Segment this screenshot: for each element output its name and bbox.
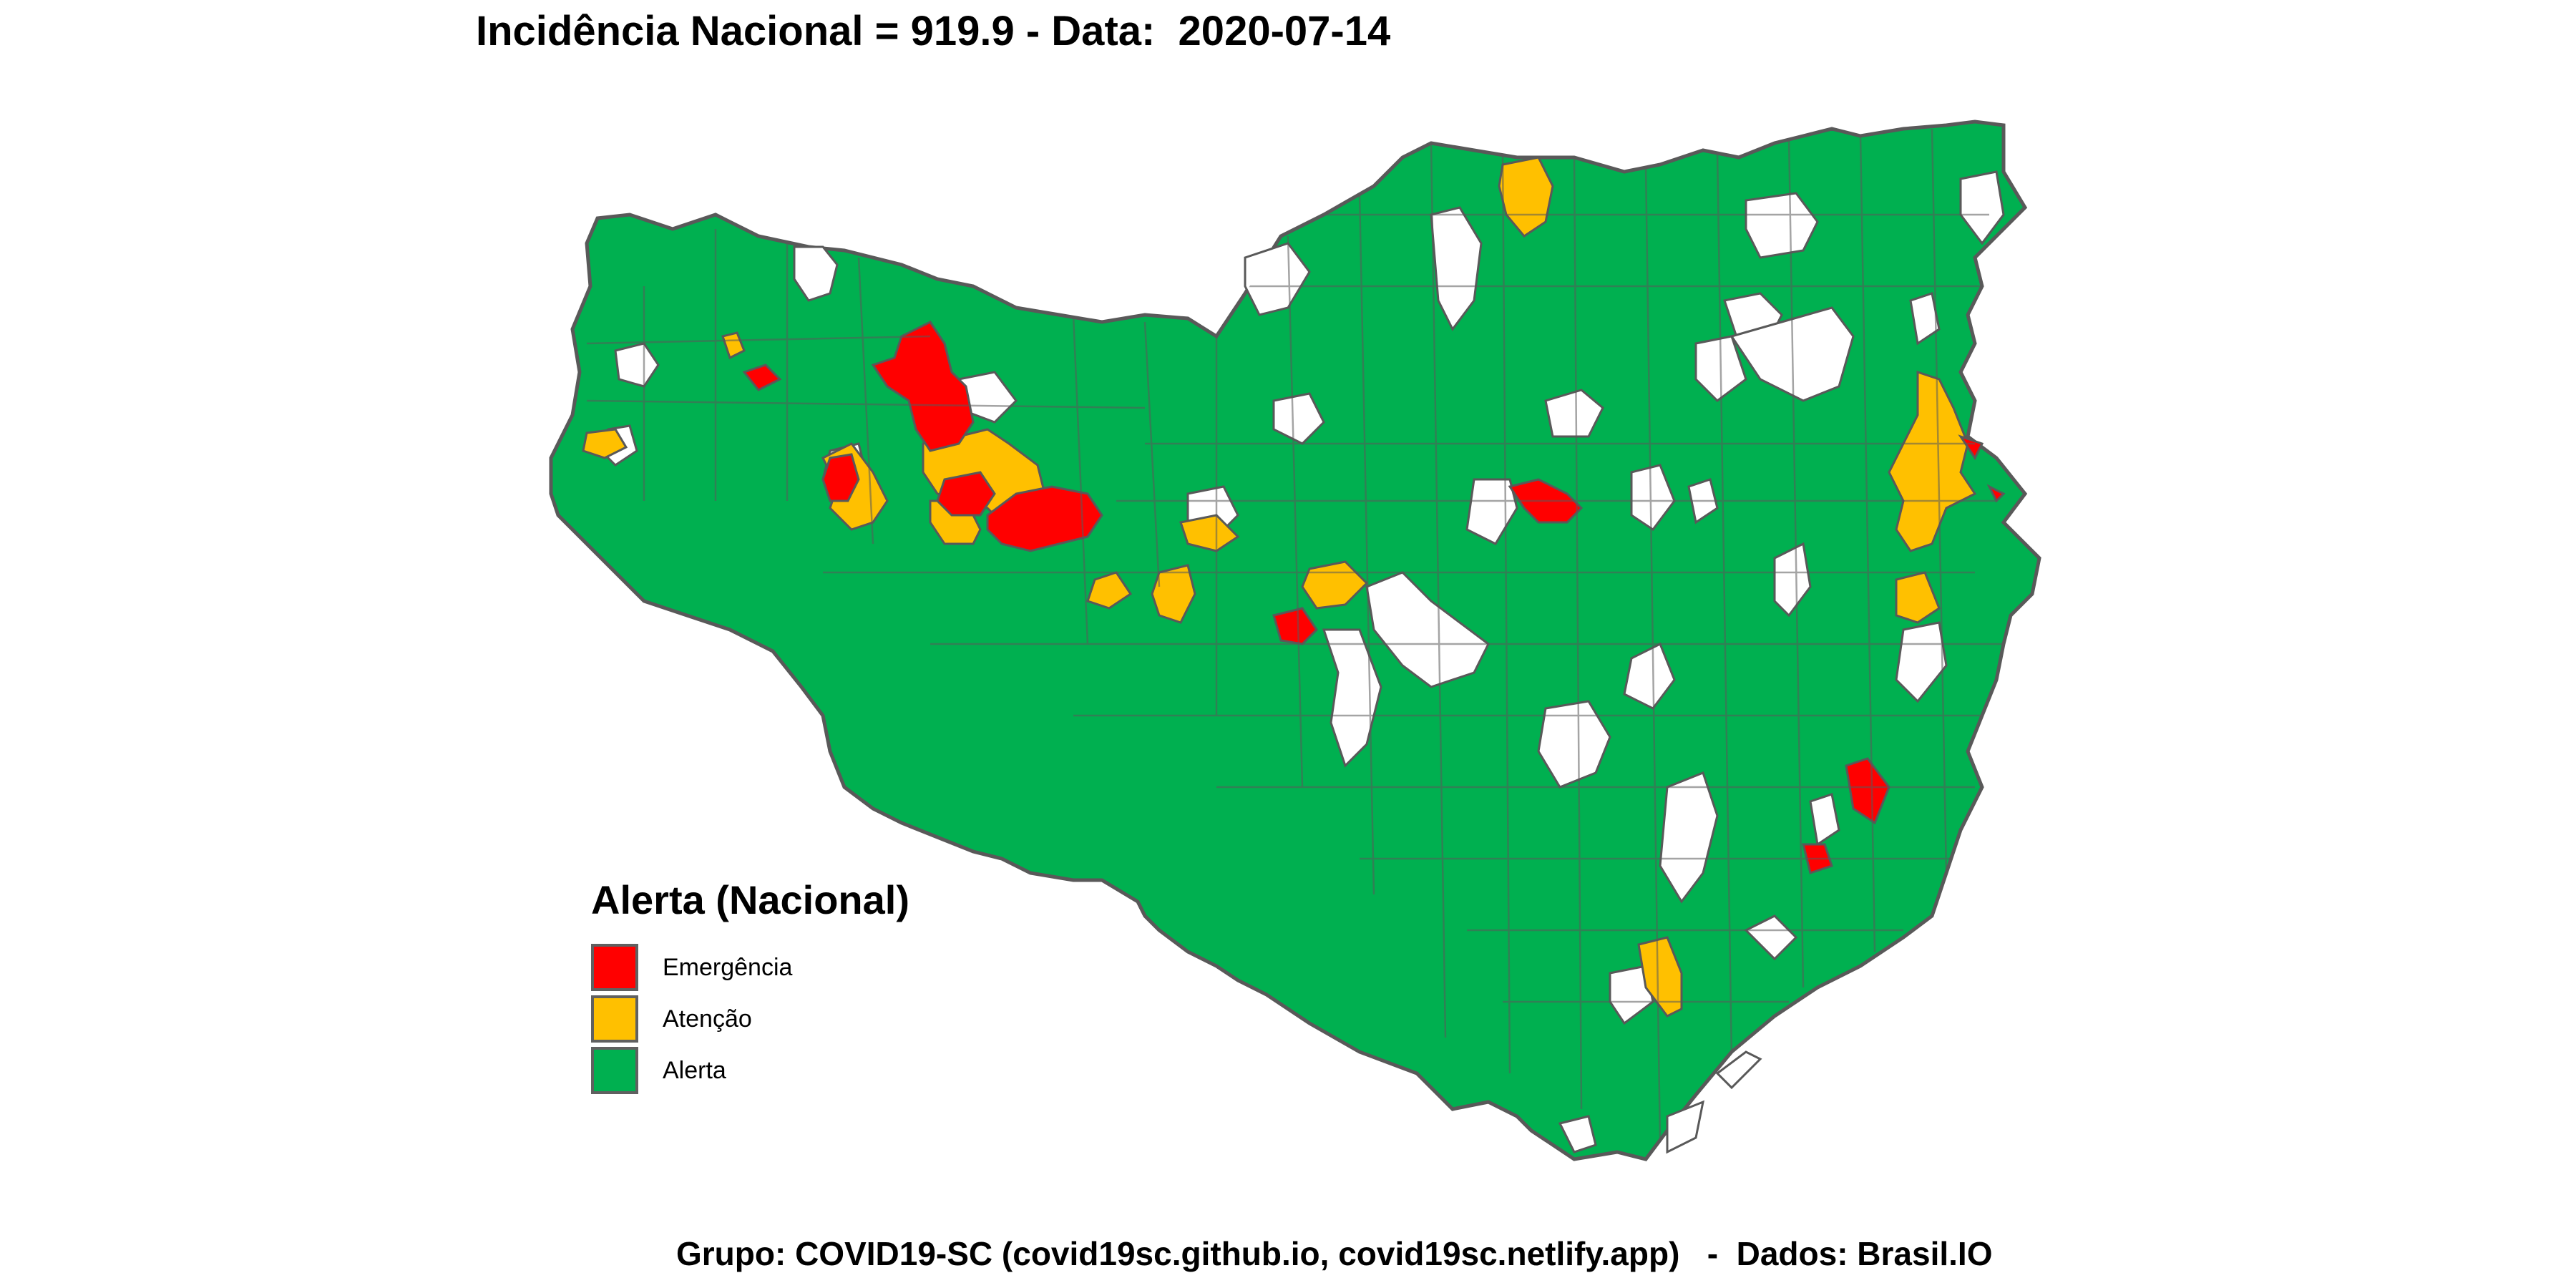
municipality-emergencia (1986, 484, 2006, 503)
municipality-no-data (1773, 542, 1812, 618)
municipality-emergencia (986, 485, 1103, 552)
legend-item-emergencia: Emergência (591, 942, 909, 993)
legend-swatch-atencao (591, 995, 638, 1043)
municipality-atencao (1498, 156, 1554, 238)
municipality-atencao (1151, 564, 1196, 624)
municipality-no-data (1666, 1100, 1705, 1154)
municipality-no-data (1909, 292, 1941, 346)
municipality-emergencia (1958, 434, 1984, 460)
municipality-no-data (793, 245, 839, 302)
municipality-atencao (582, 428, 628, 459)
municipality-emergencia (936, 471, 996, 517)
municipality-emergencia (1845, 757, 1890, 825)
municipality-atencao (721, 331, 746, 360)
municipality-no-data (1745, 192, 1819, 259)
border-line (586, 128, 2004, 1146)
municipality-no-data (1537, 700, 1611, 789)
municipality-atencao (1637, 936, 1683, 1018)
municipality-no-data (1895, 621, 1948, 703)
map-legend: Alerta (Nacional) Emergência Atenção Ale… (591, 877, 909, 1096)
legend-item-alerta: Alerta (591, 1045, 909, 1096)
map-title: Incidência Nacional = 919.9 - Data: 2020… (476, 8, 1391, 54)
municipality-no-data (614, 342, 660, 388)
municipality-no-data (1959, 170, 2005, 245)
municipality-emergencia (871, 321, 975, 452)
legend-swatch-emergencia (591, 944, 638, 991)
municipality-no-data (1272, 392, 1325, 445)
municipality-atencao (1888, 370, 1977, 552)
legend-label: Atenção (663, 1005, 752, 1033)
municipality-no-data (1715, 1050, 1762, 1090)
municipality-no-data (1558, 1115, 1597, 1153)
municipality-no-data (1322, 628, 1382, 768)
municipality-no-data (1630, 464, 1676, 532)
municipality-no-data (1744, 914, 1798, 961)
municipality-borders (586, 128, 2004, 1146)
municipality-no-data (1623, 642, 1676, 710)
municipality-no-data (1809, 793, 1840, 847)
legend-item-atencao: Atenção (591, 993, 909, 1045)
municipality-atencao (1179, 514, 1240, 552)
source-caption: Grupo: COVID19-SC (covid19sc.github.io, … (676, 1235, 1993, 1272)
legend-label: Emergência (663, 953, 793, 981)
legend-title: Alerta (Nacional) (591, 877, 909, 922)
municipality-emergencia (821, 453, 860, 502)
municipality-no-data (1609, 965, 1654, 1025)
municipality-no-data (1365, 571, 1490, 688)
legend-label: Alerta (663, 1056, 726, 1084)
municipality-no-data (1430, 206, 1483, 331)
municipality-no-data (1659, 771, 1719, 904)
municipality-atencao (1086, 571, 1133, 610)
municipality-atencao (1895, 571, 1941, 624)
legend-swatch-alerta (591, 1047, 638, 1094)
municipality-emergencia (742, 364, 782, 391)
